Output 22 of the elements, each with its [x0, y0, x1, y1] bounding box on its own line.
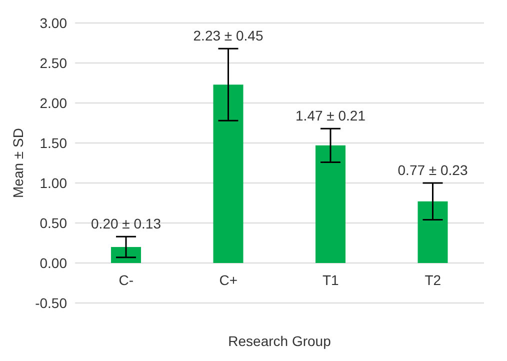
bar: [213, 84, 244, 263]
y-tick-label: 3.00: [40, 14, 68, 31]
y-tick-label: 0.50: [40, 214, 68, 231]
x-axis-title: Research Group: [228, 333, 332, 349]
y-tick-label: 1.00: [40, 174, 68, 191]
y-tick-label: 1.50: [40, 134, 68, 151]
x-tick-label: C+: [219, 272, 238, 288]
data-label: 1.47 ± 0.21: [296, 108, 366, 124]
data-label: 0.20 ± 0.13: [91, 216, 162, 232]
y-tick-label: 0.00: [40, 254, 68, 271]
data-label: 0.77 ± 0.23: [398, 162, 468, 178]
y-tick-label: 2.00: [40, 94, 68, 111]
bar: [111, 247, 141, 263]
x-tick-label: T2: [424, 272, 442, 288]
x-tick-label: T1: [322, 272, 340, 288]
data-label: 2.23 ± 0.45: [193, 28, 264, 44]
y-tick-label: 2.50: [40, 54, 68, 71]
x-tick-label: C-: [118, 272, 134, 288]
y-tick-label: -0.50: [35, 294, 68, 311]
y-axis-title: Mean ± SD: [10, 128, 26, 198]
bar: [316, 145, 346, 263]
bar: [418, 201, 448, 263]
